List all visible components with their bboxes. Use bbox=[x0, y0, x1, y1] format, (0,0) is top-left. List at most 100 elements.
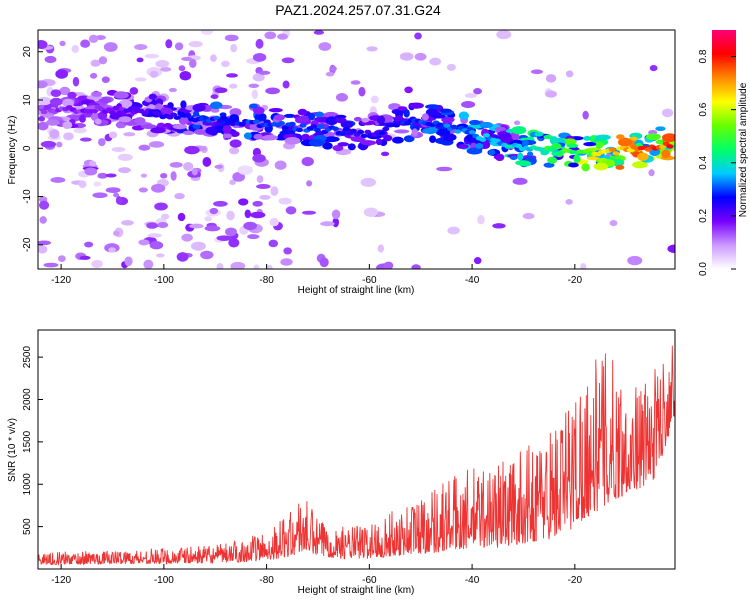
heatmap-blob bbox=[667, 244, 675, 254]
heatmap-blob bbox=[265, 87, 280, 95]
heatmap-blob bbox=[319, 257, 329, 268]
heatmap-blob bbox=[46, 119, 60, 126]
heatmap-blob bbox=[136, 57, 144, 63]
heatmap-blob bbox=[357, 129, 365, 135]
heatmap-blob bbox=[226, 73, 238, 78]
heatmap-blob bbox=[254, 112, 267, 122]
snr-series-line bbox=[38, 345, 675, 566]
heatmap-blob bbox=[216, 262, 224, 269]
heatmap-blob bbox=[55, 69, 69, 79]
heatmap-blob bbox=[147, 233, 162, 238]
heatmap-blob bbox=[253, 106, 265, 115]
heatmap-blob bbox=[360, 140, 377, 146]
heatmap-blob bbox=[250, 211, 266, 219]
spectrogram-y-tick-label: -20 bbox=[22, 237, 33, 252]
heatmap-blob bbox=[155, 253, 165, 258]
heatmap-blob bbox=[473, 88, 482, 95]
heatmap-blob bbox=[332, 144, 344, 152]
heatmap-blob bbox=[249, 103, 258, 109]
heatmap-blob bbox=[38, 240, 51, 246]
heatmap-blob bbox=[188, 40, 203, 48]
heatmap-blob bbox=[38, 80, 48, 89]
heatmap-blob bbox=[150, 127, 166, 134]
heatmap-blob bbox=[117, 153, 133, 161]
heatmap-blob bbox=[89, 160, 97, 168]
heatmap-blob bbox=[232, 171, 246, 182]
heatmap-blob bbox=[466, 147, 483, 155]
heatmap-blob bbox=[339, 131, 347, 136]
heatmap-blob bbox=[79, 137, 92, 142]
heatmap-blob bbox=[517, 152, 524, 161]
heatmap-blob bbox=[492, 223, 506, 229]
heatmap-blob bbox=[645, 133, 661, 141]
heatmap-blob bbox=[44, 55, 57, 64]
heatmap-blob bbox=[172, 124, 188, 130]
heatmap-blob bbox=[358, 86, 366, 97]
heatmap-blob bbox=[393, 129, 410, 134]
heatmap-blob bbox=[382, 126, 390, 132]
heatmap-blob bbox=[38, 245, 48, 254]
colorbar-label: Normalized spectral amplitude bbox=[738, 82, 749, 217]
heatmap-blob bbox=[477, 214, 485, 225]
heatmap-blob bbox=[337, 142, 350, 147]
heatmap-blob bbox=[301, 156, 314, 167]
heatmap-blob bbox=[361, 117, 370, 123]
heatmap-blob bbox=[360, 177, 377, 188]
heatmap-blob bbox=[229, 139, 242, 148]
snr-x-tick-label: -20 bbox=[568, 575, 583, 586]
heatmap-blob bbox=[248, 83, 260, 88]
heatmap-blob bbox=[57, 255, 66, 263]
heatmap-blob bbox=[84, 167, 98, 176]
heatmap-blob bbox=[214, 164, 224, 169]
heatmap-blob bbox=[392, 136, 404, 144]
colorbar-tick-label: 0.8 bbox=[698, 49, 709, 63]
heatmap-blob bbox=[183, 162, 194, 171]
heatmap-blob bbox=[62, 121, 73, 130]
colorbar: 0.0 0.2 0.4 0.6 0.8 Normalized spectral ampl… bbox=[698, 30, 749, 276]
heatmap-blob bbox=[364, 129, 372, 135]
heatmap-blob bbox=[210, 108, 220, 113]
heatmap-blob bbox=[230, 261, 246, 269]
colorbar-ticks: 0.0 0.2 0.4 0.6 0.8 bbox=[698, 49, 736, 276]
spectrogram-frame bbox=[37, 29, 676, 270]
heatmap-blob bbox=[111, 146, 126, 152]
heatmap-blob bbox=[277, 121, 285, 126]
heatmap-blob bbox=[380, 151, 390, 157]
heatmap-blob bbox=[258, 70, 271, 75]
heatmap-blob bbox=[224, 34, 239, 42]
heatmap-blob bbox=[284, 136, 301, 145]
heatmap-blob bbox=[154, 202, 168, 211]
heatmap-blob bbox=[648, 169, 655, 177]
heatmap-blob bbox=[295, 127, 303, 133]
heatmap-blob bbox=[243, 132, 252, 140]
heatmap-blob bbox=[360, 133, 368, 138]
heatmap-blob bbox=[112, 105, 120, 110]
heatmap-blob bbox=[608, 147, 616, 152]
heatmap-blob bbox=[436, 166, 453, 172]
heatmap-blob bbox=[73, 127, 87, 134]
heatmap-blob bbox=[310, 124, 318, 129]
heatmap-blob bbox=[583, 136, 592, 141]
heatmap-blob bbox=[280, 258, 293, 266]
heatmap-blob bbox=[408, 102, 424, 109]
heatmap-blob bbox=[530, 69, 543, 75]
snr-x-tick-label: -120 bbox=[51, 575, 71, 586]
heatmap-blob bbox=[522, 212, 535, 220]
heatmap-blob bbox=[612, 151, 620, 156]
heatmap-blob bbox=[366, 46, 378, 52]
heatmap-blob bbox=[78, 180, 87, 188]
snr-y-tick-label: 2500 bbox=[22, 346, 33, 369]
heatmap-blob bbox=[182, 130, 195, 136]
heatmap-blob bbox=[118, 167, 131, 174]
heatmap-blob bbox=[91, 109, 99, 114]
heatmap-blob bbox=[138, 239, 150, 246]
heatmap-blob bbox=[63, 132, 74, 141]
spectrogram-x-tick-label: -40 bbox=[465, 275, 480, 286]
heatmap-blob bbox=[105, 173, 117, 178]
heatmap-blob bbox=[322, 142, 333, 150]
heatmap-blob bbox=[113, 192, 120, 198]
heatmap-blob bbox=[252, 73, 265, 82]
heatmap-blob bbox=[108, 247, 116, 253]
heatmap-blob bbox=[581, 163, 590, 172]
heatmap-blob bbox=[38, 104, 45, 110]
